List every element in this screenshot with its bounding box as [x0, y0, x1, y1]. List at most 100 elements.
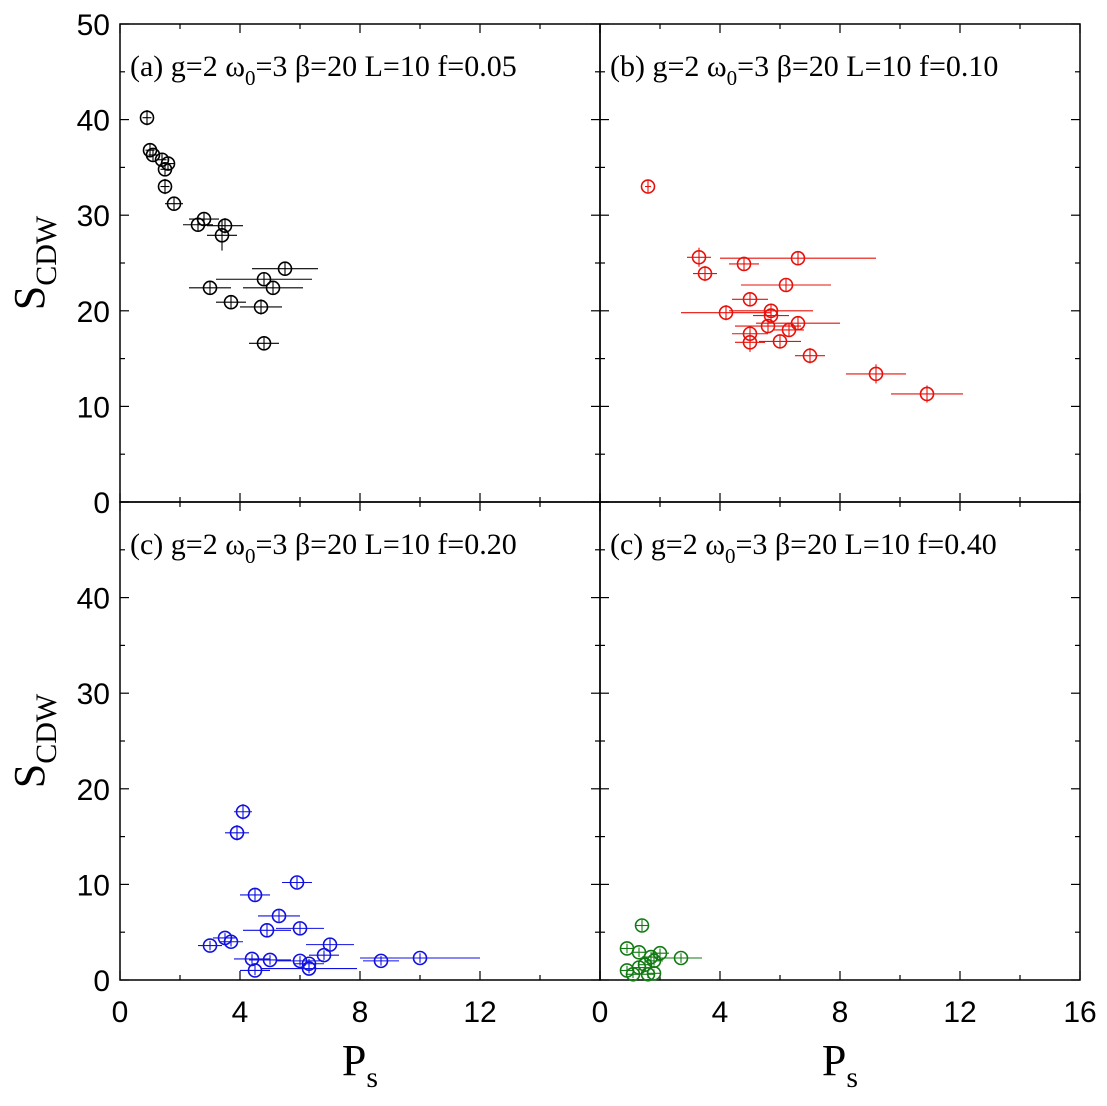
marker — [214, 227, 230, 243]
marker — [223, 294, 239, 310]
data-point-c-19 — [240, 963, 270, 978]
marker — [802, 348, 818, 364]
y-tick-label: 40 — [77, 583, 110, 616]
data-point-b-17 — [846, 364, 906, 384]
y-tick-label: 10 — [77, 391, 110, 424]
data-point-c-4 — [258, 908, 300, 924]
data-point-d-10 — [625, 966, 641, 982]
panel-frame-d — [599, 501, 1081, 981]
marker — [253, 299, 269, 315]
data-point-a-11 — [207, 219, 237, 251]
panel-label-d: (c) g=2 ω0=3 β=20 L=10 f=0.40 — [610, 528, 997, 568]
marker — [271, 908, 287, 924]
data-point-c-10 — [306, 937, 354, 952]
data-point-b-2 — [693, 265, 717, 282]
marker — [646, 966, 662, 981]
marker — [691, 249, 707, 265]
data-point-a-15 — [252, 261, 318, 277]
data-point-c-0 — [234, 804, 252, 820]
marker — [868, 366, 884, 382]
marker — [265, 280, 281, 296]
y-axis-title: SCDW — [5, 693, 63, 788]
data-point-c-1 — [225, 825, 249, 841]
data-point-c-8 — [219, 934, 243, 950]
marker — [277, 261, 293, 277]
data-point-d-0 — [634, 918, 650, 933]
x-tick-label: 4 — [712, 996, 729, 1029]
data-point-a-2 — [145, 147, 161, 163]
x-tick-label: 12 — [463, 996, 496, 1029]
y-tick-label: 0 — [93, 965, 110, 998]
data-point-c-16 — [363, 953, 399, 969]
data-point-c-18 — [261, 961, 357, 976]
data-point-b-11 — [756, 315, 840, 331]
data-point-b-5 — [741, 277, 831, 293]
data-point-c-11 — [309, 947, 339, 963]
marker — [247, 887, 263, 903]
panel-label-b: (b) g=2 ω0=3 β=20 L=10 f=0.10 — [610, 50, 998, 90]
y-tick-label: 40 — [77, 105, 110, 138]
x-tick-label: 16 — [1063, 996, 1096, 1029]
data-point-c-3 — [240, 887, 270, 903]
y-axis-title-text: SCDW — [5, 693, 63, 788]
x-tick-label: 8 — [352, 996, 369, 1029]
marker — [373, 953, 389, 969]
data-point-a-0 — [139, 110, 155, 126]
data-marks — [139, 110, 963, 982]
data-point-b-10 — [735, 318, 801, 334]
data-point-b-1 — [687, 247, 711, 267]
data-point-a-6 — [157, 178, 173, 195]
marker — [742, 292, 758, 307]
marker — [640, 179, 656, 194]
data-point-b-18 — [891, 385, 963, 403]
marker — [235, 804, 251, 820]
marker — [412, 950, 428, 966]
marker — [139, 110, 155, 125]
y-axis-title-text: SCDW — [5, 215, 63, 310]
marker — [256, 336, 272, 351]
x-tick-label: 0 — [112, 996, 129, 1029]
data-point-b-3 — [729, 256, 759, 272]
y-tick-label: 50 — [77, 9, 110, 42]
data-point-a-12 — [189, 280, 231, 296]
y-axis-title: SCDW — [5, 215, 63, 310]
marker — [223, 934, 239, 950]
y-tick-label: 30 — [77, 678, 110, 711]
marker — [790, 250, 806, 266]
marker — [763, 308, 779, 323]
data-point-c-5 — [243, 922, 291, 938]
panel-label-c: (c) g=2 ω0=3 β=20 L=10 f=0.20 — [130, 528, 517, 568]
marker — [262, 952, 278, 968]
labels: 0 10 20 30 40 50 0 10 20 30 40 0 4 8 12 0 4 8 12 16 Ps Ps SCDW… — [5, 9, 1097, 1094]
marker — [247, 963, 263, 978]
data-point-a-14 — [216, 271, 312, 287]
marker — [259, 922, 275, 938]
marker — [256, 271, 272, 287]
data-point-b-6 — [732, 292, 768, 307]
marker — [301, 961, 317, 976]
data-point-c-17 — [360, 950, 480, 966]
marker — [625, 966, 641, 982]
marker — [145, 147, 161, 163]
marker — [760, 318, 776, 334]
y-tick-label: 20 — [77, 774, 110, 807]
data-point-b-4 — [720, 250, 876, 266]
data-point-a-9 — [183, 217, 213, 233]
y-tick-label: 0 — [93, 487, 110, 520]
x-tick-label: 8 — [832, 996, 849, 1029]
marker — [166, 196, 182, 212]
data-point-b-0 — [640, 179, 656, 194]
data-point-a-10 — [207, 218, 243, 234]
x-axis-title: Ps — [822, 1036, 858, 1094]
marker — [157, 179, 173, 194]
data-point-a-18 — [249, 336, 279, 351]
y-tick-label: 30 — [77, 200, 110, 233]
marker — [292, 953, 308, 969]
y-tick-label: 20 — [77, 296, 110, 329]
marker — [673, 950, 689, 966]
marker — [202, 938, 218, 953]
marker — [160, 156, 176, 171]
marker — [919, 386, 935, 402]
marker — [292, 921, 308, 936]
